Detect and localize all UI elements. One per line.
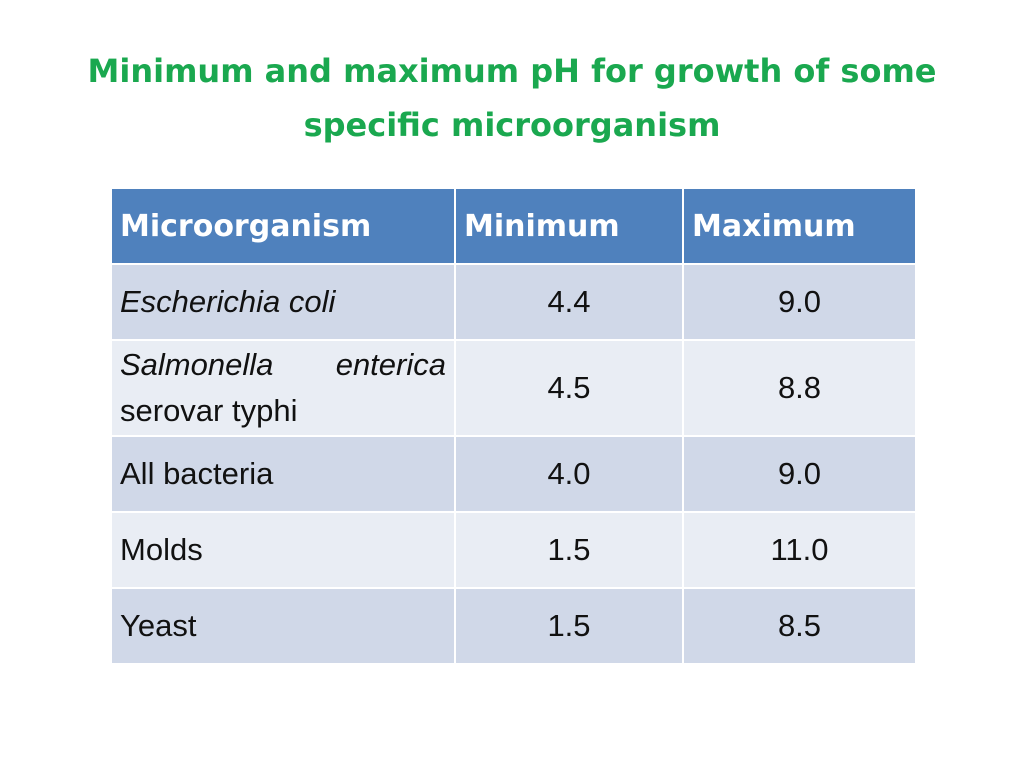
maximum-ph-cell: 9.0 — [682, 435, 917, 513]
microorganism-cell: Molds — [110, 511, 456, 589]
minimum-ph-cell: 1.5 — [454, 511, 684, 589]
species-text: enterica — [335, 347, 446, 382]
table-row: Molds 1.5 11.0 — [110, 511, 917, 589]
genus-text: Salmonella — [120, 347, 274, 382]
table-header-row: Microorganism Minimum Maximum — [110, 187, 917, 265]
table-row: Yeast 1.5 8.5 — [110, 587, 917, 665]
microorganism-cell: Escherichia coli — [110, 263, 456, 341]
minimum-ph-cell: 1.5 — [454, 587, 684, 665]
microorganism-cell: All bacteria — [110, 435, 456, 513]
ph-range-table: Microorganism Minimum Maximum Escherichi… — [110, 187, 917, 665]
minimum-ph-cell: 4.0 — [454, 435, 684, 513]
maximum-ph-cell: 9.0 — [682, 263, 917, 341]
minimum-ph-cell: 4.5 — [454, 339, 684, 437]
slide-title-line-1: Minimum and maximum pH for growth of som… — [87, 52, 937, 90]
slide-title-line-2: specific microorganism — [303, 106, 721, 144]
column-header-minimum: Minimum — [454, 187, 684, 265]
maximum-ph-cell: 8.5 — [682, 587, 917, 665]
table-row: All bacteria 4.0 9.0 — [110, 435, 917, 513]
table-row: Escherichia coli 4.4 9.0 — [110, 263, 917, 341]
serovar-text: serovar typhi — [120, 393, 298, 428]
maximum-ph-cell: 11.0 — [682, 511, 917, 589]
microorganism-cell: Yeast — [110, 587, 456, 665]
minimum-ph-cell: 4.4 — [454, 263, 684, 341]
slide-title: Minimum and maximum pH for growth of som… — [40, 44, 984, 152]
maximum-ph-cell: 8.8 — [682, 339, 917, 437]
column-header-microorganism: Microorganism — [110, 187, 456, 265]
column-header-maximum: Maximum — [682, 187, 917, 265]
microorganism-name-line-1: Salmonella enterica — [120, 342, 446, 388]
table-row: Salmonella enterica serovar typhi 4.5 8.… — [110, 339, 917, 437]
microorganism-cell: Salmonella enterica serovar typhi — [110, 339, 456, 437]
